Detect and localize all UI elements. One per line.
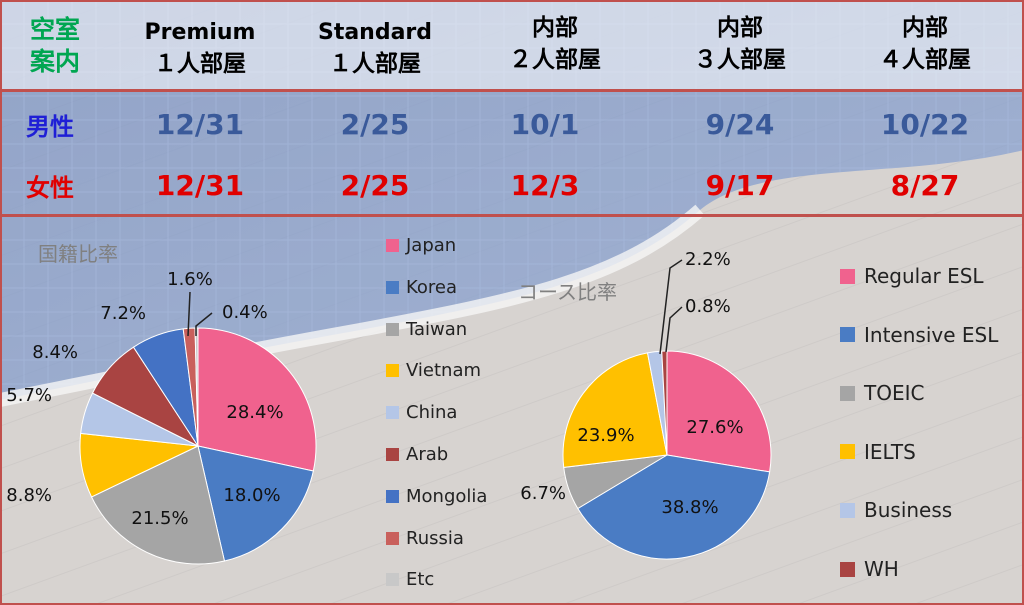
nationality-legend-item-japan: Japan	[386, 235, 456, 256]
course-legend-swatch	[840, 444, 855, 460]
female-value-inner-3: 9/17	[705, 169, 775, 202]
course-legend-item-toeic: TOEIC	[840, 381, 924, 405]
col-header-inner-4-type: 内部	[902, 15, 948, 41]
col-header-standard-type: Standard	[317, 20, 433, 45]
course-legend-item-business: Business	[840, 498, 952, 522]
col-header-inner-3-type: 内部	[717, 15, 763, 41]
nationality-legend-swatch	[386, 280, 399, 294]
divider-top	[0, 89, 1024, 92]
nationality-legend-swatch	[386, 322, 399, 336]
row-label-female: 女性	[26, 174, 74, 202]
male-value-premium: 12/31	[155, 108, 245, 141]
nationality-legend-item-russia: Russia	[386, 528, 464, 549]
nationality-legend-swatch	[386, 239, 399, 252]
course-legend-item-regular-esl: Regular ESL	[840, 264, 984, 288]
nationality-legend-item-taiwan: Taiwan	[386, 319, 467, 340]
nationality-legend-label: Russia	[406, 527, 464, 549]
divider-bottom	[0, 214, 1024, 217]
male-value-inner-4: 10/22	[880, 108, 970, 141]
course-legend-label: TOEIC	[864, 381, 925, 406]
nationality-legend-swatch	[386, 489, 399, 503]
male-value-inner-2: 10/1	[510, 108, 580, 141]
nationality-legend-swatch	[386, 448, 399, 461]
nationality-chart-title: 国籍比率	[38, 242, 118, 266]
header-row-background	[0, 0, 1024, 90]
nationality-legend-label: Arab	[406, 444, 449, 465]
nationality-legend-label: Japan	[406, 235, 457, 256]
male-value-standard: 2/25	[340, 108, 410, 141]
col-header-inner-2-room: ２人部屋	[509, 47, 601, 73]
col-header-premium-type: Premium	[144, 20, 256, 45]
nationality-legend-label: Vietnam	[406, 360, 482, 382]
col-header-standard: Standard １人部屋	[285, 18, 465, 80]
course-legend-swatch	[840, 327, 855, 343]
nationality-legend-item-arab: Arab	[386, 444, 448, 465]
col-header-inner-4: 内部 ４人部屋	[835, 12, 1015, 76]
nationality-legend-swatch	[386, 531, 399, 545]
row-label-male: 男性	[26, 113, 74, 141]
nationality-legend-label: Taiwan	[406, 318, 468, 340]
vacancy-title-line2: 案内	[29, 47, 80, 76]
course-legend-item-intensive-esl: Intensive ESL	[840, 323, 998, 347]
col-header-inner-2-type: 内部	[532, 15, 578, 41]
nationality-legend-item-korea: Korea	[386, 277, 457, 298]
col-header-premium: Premium １人部屋	[110, 18, 290, 80]
course-legend-label: IELTS	[864, 439, 916, 464]
col-header-inner-3: 内部 ３人部屋	[650, 12, 830, 76]
course-legend-swatch	[840, 502, 855, 518]
col-header-inner-4-room: ４人部屋	[879, 47, 971, 73]
nationality-legend-item-mongolia: Mongolia	[386, 486, 487, 507]
female-value-inner-2: 12/3	[510, 169, 580, 202]
col-header-inner-3-room: ３人部屋	[694, 47, 786, 73]
course-legend-item-ielts: IELTS	[840, 440, 916, 464]
course-legend-swatch	[840, 385, 855, 401]
nationality-legend-label: China	[406, 402, 458, 424]
course-legend-item-wh: WH	[840, 557, 899, 581]
nationality-legend-item-etc: Etc	[386, 569, 434, 590]
female-value-premium: 12/31	[155, 169, 245, 202]
nationality-legend-label: Mongolia	[406, 485, 488, 507]
course-legend-label: Intensive ESL	[864, 322, 999, 347]
course-legend-label: WH	[864, 557, 899, 581]
course-legend-label: Regular ESL	[864, 264, 984, 288]
nationality-legend-label: Korea	[406, 276, 458, 298]
nationality-legend-swatch	[386, 364, 399, 378]
nationality-legend-label: Etc	[406, 569, 435, 591]
course-legend-swatch	[840, 268, 855, 284]
col-header-standard-room: １人部屋	[329, 51, 421, 77]
nationality-legend-swatch	[386, 406, 399, 420]
vacancy-title: 空室 案内	[20, 14, 90, 78]
female-value-inner-4: 8/27	[890, 169, 960, 202]
nationality-legend-swatch	[386, 573, 399, 587]
nationality-legend-item-china: China	[386, 402, 457, 423]
female-value-standard: 2/25	[340, 169, 410, 202]
course-chart-title: コース比率	[518, 280, 617, 304]
vacancy-title-line1: 空室	[29, 15, 80, 44]
male-value-inner-3: 9/24	[705, 108, 775, 141]
col-header-inner-2: 内部 ２人部屋	[465, 12, 645, 76]
nationality-legend-item-vietnam: Vietnam	[386, 360, 481, 381]
course-legend-swatch	[840, 561, 855, 577]
course-legend-label: Business	[864, 498, 953, 523]
col-header-premium-room: １人部屋	[154, 51, 246, 77]
